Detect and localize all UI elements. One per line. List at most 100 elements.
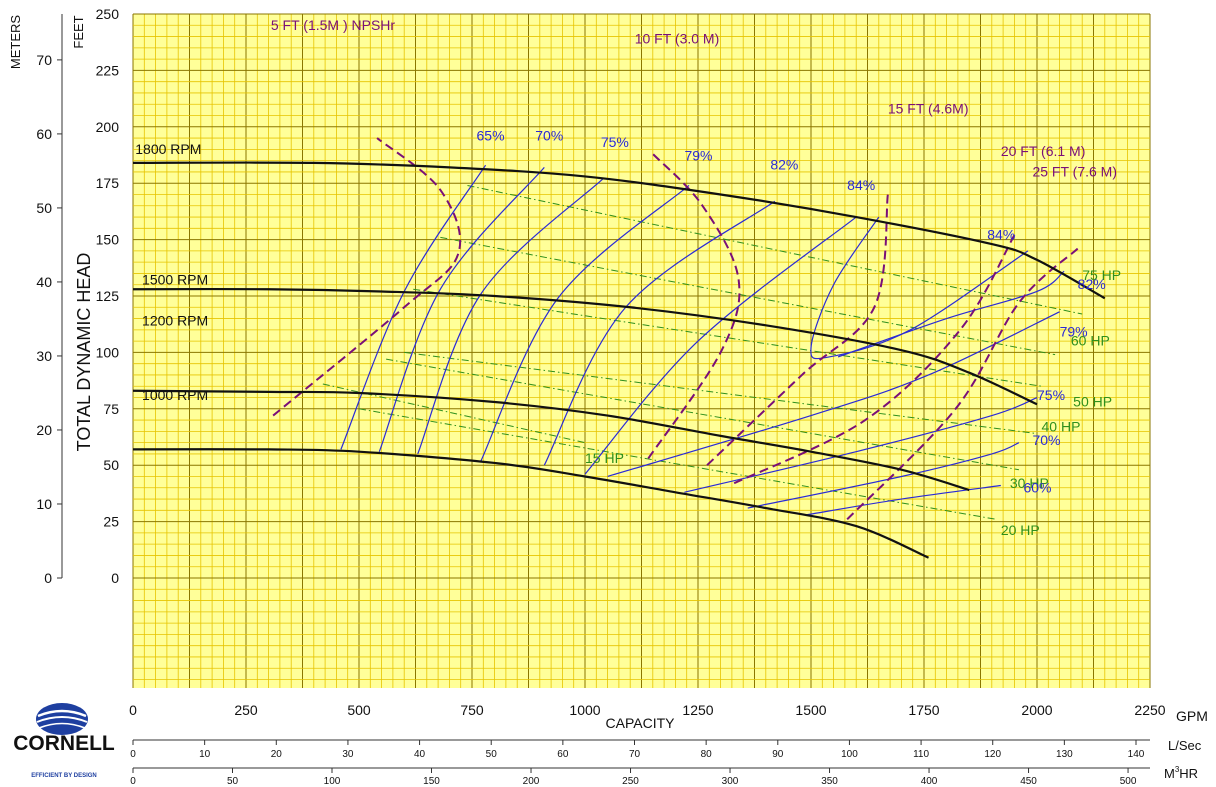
y-tick-label-feet: 25 (103, 514, 119, 530)
y-tick-label-meters: 30 (36, 348, 52, 364)
x-tick-label-m3hr: 350 (821, 776, 838, 787)
rpm-curve (132, 287, 1038, 406)
x-tick-label-gpm: 1250 (682, 702, 713, 718)
y-tick-label-meters: 10 (36, 496, 52, 512)
efficiency-label: 84% (847, 177, 875, 193)
rpm-curve (132, 161, 1106, 300)
efficiency-label: 82% (770, 157, 798, 173)
y-tick-label-feet: 100 (96, 344, 120, 360)
npshr-label: 10 FT (3.0 M) (635, 30, 720, 46)
logo-tagline: EFFICIENT BY DESIGN (31, 773, 97, 779)
x-tick-label-lsec: 80 (701, 749, 713, 760)
x-tick-label-gpm: 1750 (908, 702, 939, 718)
y-tick-label-feet: 175 (96, 175, 120, 191)
hp-label: 60 HP (1071, 333, 1110, 349)
x-tick-label-lsec: 70 (629, 749, 641, 760)
hp-line (386, 358, 1020, 471)
efficiency-line (684, 396, 1038, 493)
hp-line (413, 288, 1042, 387)
y-tick-label-meters: 20 (36, 422, 52, 438)
npshr-label: 20 FT (6.1 M) (1001, 143, 1086, 159)
x-tick-label-gpm: 2000 (1021, 702, 1052, 718)
x-tick-label-lsec: 100 (841, 749, 858, 760)
x-tick-label-m3hr: 500 (1120, 776, 1137, 787)
rpm-label: 1200 RPM (142, 312, 208, 328)
logo-wave-icon-3 (38, 722, 86, 729)
x-tick-label-m3hr: 0 (130, 776, 136, 787)
y-tick-label-feet: 0 (111, 570, 119, 586)
y-tick-label-meters: 50 (36, 200, 52, 216)
logo-wordmark: CORNELL (13, 732, 115, 755)
x-tick-label-lsec: 0 (130, 749, 136, 760)
efficiency-line (378, 167, 545, 452)
efficiency-label: 82% (1078, 276, 1106, 292)
npshr-curve (647, 153, 741, 459)
hp-label: 75 HP (1082, 267, 1121, 283)
y-tick-label-feet: 150 (96, 232, 120, 248)
x-unit-lsec: L/Sec (1168, 738, 1202, 753)
x-tick-label-lsec: 30 (342, 749, 354, 760)
logo-wave-icon (37, 709, 87, 718)
y-tick-label-feet: 225 (96, 62, 120, 78)
rpm-label: 1000 RPM (142, 387, 208, 403)
x-tick-label-m3hr: 450 (1020, 776, 1037, 787)
rpm-curve (132, 448, 929, 559)
efficiency-label: 75% (601, 134, 629, 150)
y-tick-label-meters: 0 (44, 570, 52, 586)
x-tick-label-lsec: 130 (1056, 749, 1073, 760)
axes-layer: 0255075100125150175200225250010203040506… (36, 6, 1165, 787)
x-tick-label-m3hr: 400 (921, 776, 938, 787)
rpm-label: 1500 RPM (142, 272, 208, 288)
feet-axis-title: FEET (71, 15, 86, 48)
x-tick-label-lsec: 110 (913, 749, 929, 760)
efficiency-line (417, 178, 604, 455)
npshr-curve (272, 137, 462, 417)
x-tick-label-lsec: 60 (557, 749, 569, 760)
efficiency-line (806, 484, 1001, 516)
hp-label: 15 HP (585, 450, 624, 466)
efficiency-label: 65% (477, 127, 505, 143)
x-tick-label-m3hr: 200 (523, 776, 540, 787)
x-axis-title: CAPACITY (606, 715, 676, 731)
x-tick-label-gpm: 0 (129, 702, 137, 718)
efficiency-line (837, 270, 1065, 358)
x-tick-label-lsec: 40 (414, 749, 426, 760)
efficiency-label: 79% (1060, 324, 1088, 340)
efficiency-label: 75% (1037, 387, 1065, 403)
grid-lines (132, 13, 1151, 688)
x-tick-label-gpm: 2250 (1134, 702, 1165, 718)
x-tick-label-lsec: 90 (772, 749, 784, 760)
y-tick-label-feet: 200 (96, 119, 120, 135)
x-tick-label-gpm: 1500 (795, 702, 826, 718)
y-tick-label-feet: 50 (103, 457, 119, 473)
m3hr-suffix: HR (1179, 766, 1198, 781)
m3hr-prefix: M (1164, 766, 1175, 781)
x-tick-label-lsec: 50 (486, 749, 498, 760)
hp-label: 40 HP (1042, 418, 1081, 434)
y-tick-label-feet: 75 (103, 401, 119, 417)
x-unit-m3hr: M3HR (1164, 765, 1198, 781)
logo-wave-icon-2 (36, 716, 88, 723)
efficiency-line (607, 311, 1060, 478)
x-unit-gpm: GPM (1176, 708, 1208, 724)
x-tick-label-m3hr: 100 (324, 776, 341, 787)
x-tick-label-gpm: 1000 (569, 702, 600, 718)
npshr-label: 5 FT (1.5M ) NPSHr (271, 17, 396, 33)
x-tick-label-lsec: 120 (984, 749, 1001, 760)
curve-labels: 75 HP 60 HP 50 HP 40 HP 30 HP 20 HP 15 HP 65% 70… (135, 17, 1121, 538)
meters-axis-title: METERS (8, 15, 23, 70)
npshr-curve (846, 247, 1079, 521)
y-axis-title: TOTAL DYNAMIC HEAD (74, 253, 94, 452)
y-tick-label-meters: 40 (36, 274, 52, 290)
rpm-label: 1800 RPM (135, 141, 201, 157)
efficiency-label: 84% (987, 227, 1015, 243)
x-tick-label-lsec: 10 (199, 749, 211, 760)
hp-line (404, 351, 1038, 435)
npshr-label: 25 FT (7.6 M) (1032, 163, 1117, 179)
hp-label: 20 HP (1001, 522, 1040, 538)
y-tick-label-feet: 250 (96, 6, 120, 22)
x-tick-label-gpm: 500 (347, 702, 371, 718)
npshr-curve (733, 234, 1016, 485)
x-tick-label-m3hr: 250 (622, 776, 639, 787)
